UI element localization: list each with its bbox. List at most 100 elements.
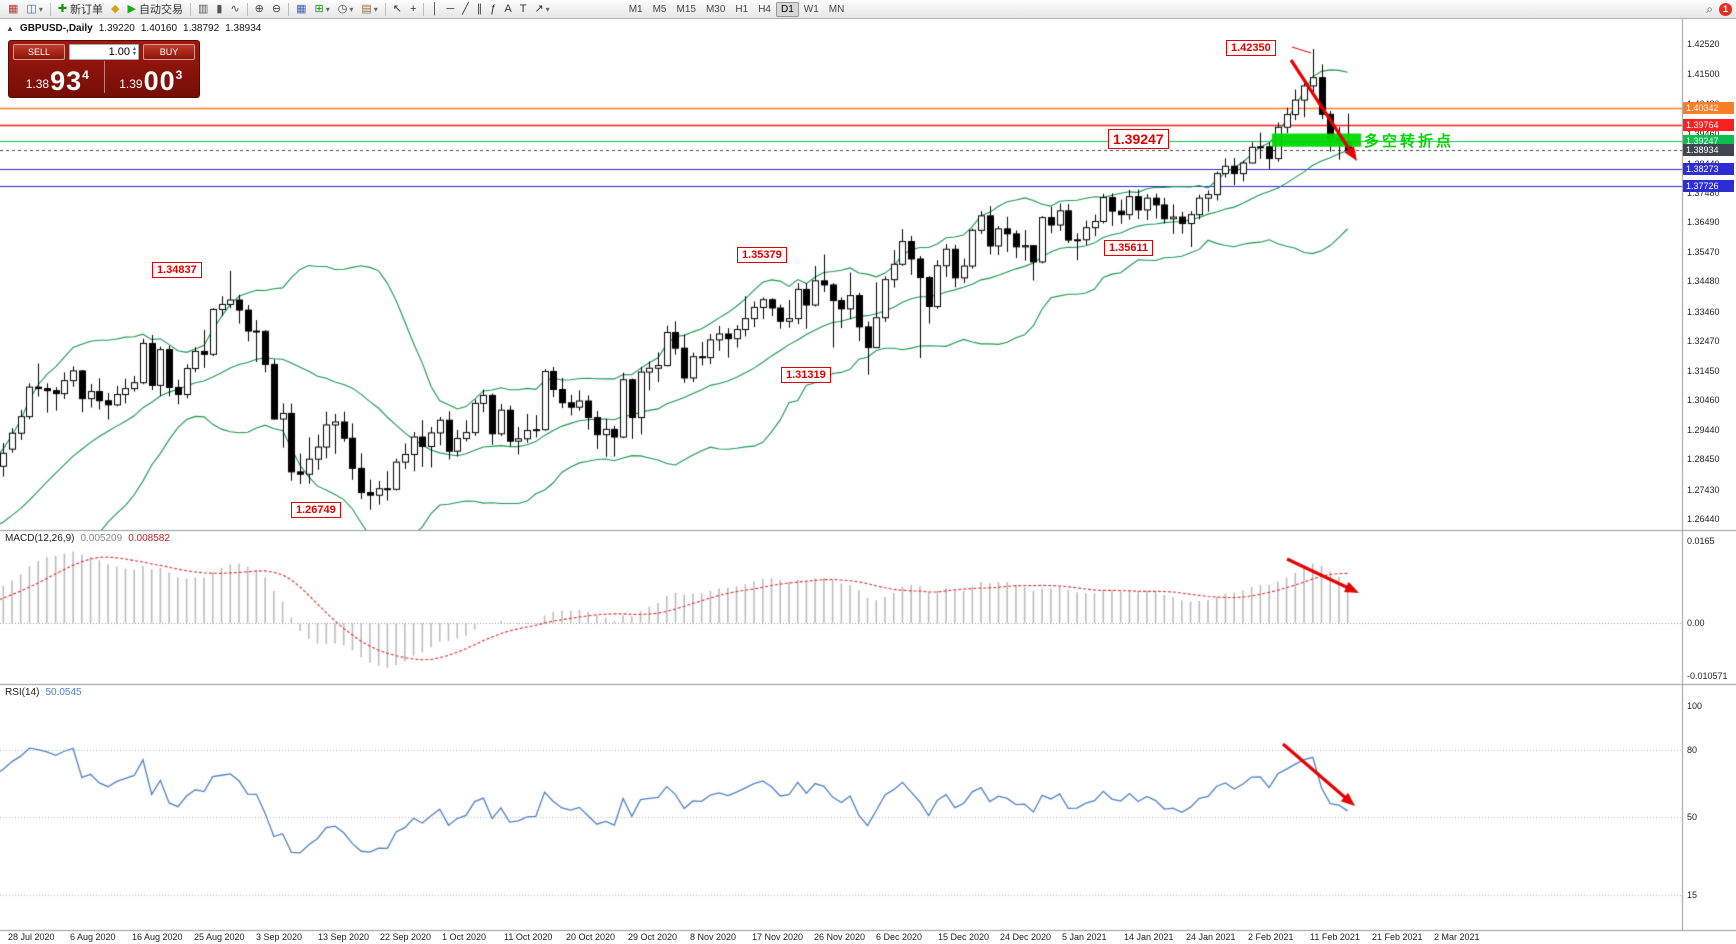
- rsi-scale-tick: 15: [1687, 889, 1698, 900]
- toolbar-separator: [288, 2, 290, 16]
- new-chart-icon[interactable]: ▦: [4, 1, 22, 18]
- label-icon: T: [519, 2, 527, 15]
- timeframe-button-m1[interactable]: M1: [628, 3, 643, 15]
- autotrading-button-label: 自动交易: [138, 4, 183, 16]
- date-axis-label: 2 Mar 2021: [1434, 932, 1480, 942]
- timeframe-button-m30[interactable]: M30: [705, 3, 726, 15]
- timeframe-button-w1[interactable]: W1: [803, 3, 819, 15]
- chart-profiles-icon[interactable]: ◫ ▾: [22, 1, 46, 18]
- channel-icon[interactable]: ∥: [473, 1, 487, 18]
- toolbar-separator: [246, 2, 248, 16]
- candlestick-chart-icon[interactable]: ▮: [212, 1, 226, 18]
- date-axis-label: 22 Sep 2020: [380, 932, 432, 942]
- price-scale-tick: 1.33460: [1687, 306, 1720, 317]
- price-annotation[interactable]: 1.35379: [737, 247, 787, 263]
- price-annotation[interactable]: 1.26749: [291, 502, 341, 518]
- templates-icon[interactable]: ▤ ▾: [357, 1, 381, 18]
- fibonacci-icon[interactable]: ƒ: [486, 1, 500, 18]
- volume-spinner[interactable]: ▴ ▾: [132, 46, 136, 57]
- dropdown-caret-icon[interactable]: ▾: [349, 4, 354, 14]
- buy-price-display[interactable]: 1.39 00 3: [119, 66, 183, 96]
- buy-button[interactable]: BUY: [143, 44, 195, 60]
- sell-button[interactable]: SELL: [13, 44, 65, 60]
- axis-price-label: 1.40342: [1683, 102, 1734, 115]
- new-order-button[interactable]: ✚ 新订单: [54, 1, 107, 18]
- price-scale-tick: 1.39460: [1687, 129, 1720, 139]
- price-scale-tick: 1.26440: [1687, 513, 1720, 524]
- chart-profiles-icon: ◫: [26, 2, 37, 15]
- metaeditor-icon[interactable]: ◆: [107, 1, 123, 18]
- crosshair-icon[interactable]: +: [406, 1, 420, 18]
- autotrading-button[interactable]: ▶ 自动交易: [124, 1, 187, 18]
- price-annotation[interactable]: 1.34837: [152, 262, 202, 278]
- bar-chart-icon[interactable]: ▥: [194, 1, 212, 18]
- timeframe-button-h4[interactable]: H4: [758, 3, 771, 15]
- notification-badge[interactable]: 1: [1719, 2, 1732, 16]
- date-axis-label: 17 Nov 2020: [752, 932, 804, 942]
- date-axis-label: 11 Oct 2020: [504, 932, 553, 942]
- price-annotation[interactable]: 1.31319: [781, 367, 831, 383]
- price-scale-tick: 1.41500: [1687, 69, 1720, 80]
- zoom-in-icon: ⊕: [254, 2, 264, 15]
- macd-main-value: 0.005209: [80, 533, 123, 544]
- fibonacci-icon: ƒ: [490, 2, 497, 15]
- horizontal-line-icon[interactable]: ─: [442, 1, 458, 18]
- channel-icon: ∥: [476, 2, 483, 15]
- dropdown-caret-icon[interactable]: ▾: [545, 4, 550, 14]
- trendline-icon: ╱: [462, 2, 469, 15]
- axis-price-label: 1.39764: [1683, 119, 1734, 132]
- macd-scale-tick: -0.010571: [1687, 671, 1728, 682]
- date-axis-label: 2 Feb 2021: [1248, 932, 1294, 942]
- zoom-out-icon[interactable]: ⊖: [268, 1, 285, 18]
- date-axis-label: 6 Dec 2020: [876, 932, 923, 942]
- sell-price-display[interactable]: 1.38 93 4: [25, 66, 89, 96]
- rsi-scale-tick: 100: [1687, 701, 1703, 711]
- date-axis-label: 11 Feb 2021: [1310, 932, 1360, 942]
- volume-input[interactable]: 1.00 ▴ ▾: [69, 44, 139, 60]
- price-annotation[interactable]: 1.42350: [1226, 40, 1276, 56]
- label-icon[interactable]: T: [516, 1, 531, 18]
- date-axis-label: 8 Nov 2020: [690, 932, 737, 942]
- dropdown-caret-icon[interactable]: ▾: [38, 4, 43, 14]
- price-scale-tick: 1.34480: [1687, 276, 1720, 287]
- text-icon[interactable]: A: [500, 1, 515, 18]
- trendline-icon[interactable]: ╱: [458, 1, 473, 18]
- indicators-icon[interactable]: ⊞ ▾: [311, 1, 334, 18]
- new-order-button-label: 新订单: [70, 4, 104, 16]
- timeframe-button-d1[interactable]: D1: [776, 1, 799, 17]
- timeframe-button-m15[interactable]: M15: [676, 3, 696, 15]
- spinner-up-icon[interactable]: ▴: [132, 46, 136, 52]
- macd-signal-value: 0.008582: [128, 533, 170, 544]
- periods-icon[interactable]: ◷ ▾: [334, 1, 358, 18]
- zone-annotation-text[interactable]: 多空转折点: [1364, 133, 1455, 150]
- zoom-in-icon[interactable]: ⊕: [251, 1, 268, 18]
- line-chart-icon: ∿: [230, 2, 240, 15]
- periods-icon: ◷: [337, 2, 348, 15]
- date-axis-label: 24 Dec 2020: [1000, 932, 1052, 942]
- close-value: 1.38934: [225, 23, 262, 34]
- price-annotation[interactable]: 1.35611: [1104, 240, 1154, 256]
- dropdown-caret-icon[interactable]: ▾: [325, 4, 330, 14]
- zoom-out-icon: ⊖: [271, 2, 282, 15]
- price-scale-tick: 1.31450: [1687, 365, 1720, 376]
- timeframe-button-m5[interactable]: M5: [652, 3, 667, 15]
- timeframe-button-mn[interactable]: MN: [828, 3, 845, 15]
- timeframe-button-h1[interactable]: H1: [735, 3, 749, 15]
- volume-value: 1.00: [108, 46, 130, 58]
- dropdown-caret-icon[interactable]: ▾: [373, 4, 378, 14]
- shapes-icon[interactable]: ↗ ▾: [530, 1, 553, 18]
- cursor-icon[interactable]: ↖: [389, 1, 406, 18]
- price-scale-tick: 1.42520: [1687, 39, 1720, 49]
- price-annotation[interactable]: 1.39247: [1108, 129, 1169, 149]
- tile-windows-icon[interactable]: ▦: [292, 1, 310, 18]
- symbol-collapse-icon[interactable]: ▲: [6, 24, 14, 33]
- toolbar-separator: [49, 2, 51, 16]
- vertical-line-icon[interactable]: │: [427, 1, 442, 18]
- vertical-line-icon: │: [431, 2, 439, 15]
- search-icon[interactable]: ⌕: [1706, 1, 1713, 16]
- line-chart-icon[interactable]: ∿: [226, 1, 243, 18]
- spinner-down-icon[interactable]: ▾: [132, 51, 136, 57]
- date-axis-label: 20 Oct 2020: [566, 932, 616, 942]
- horizontal-line-icon: ─: [446, 2, 455, 15]
